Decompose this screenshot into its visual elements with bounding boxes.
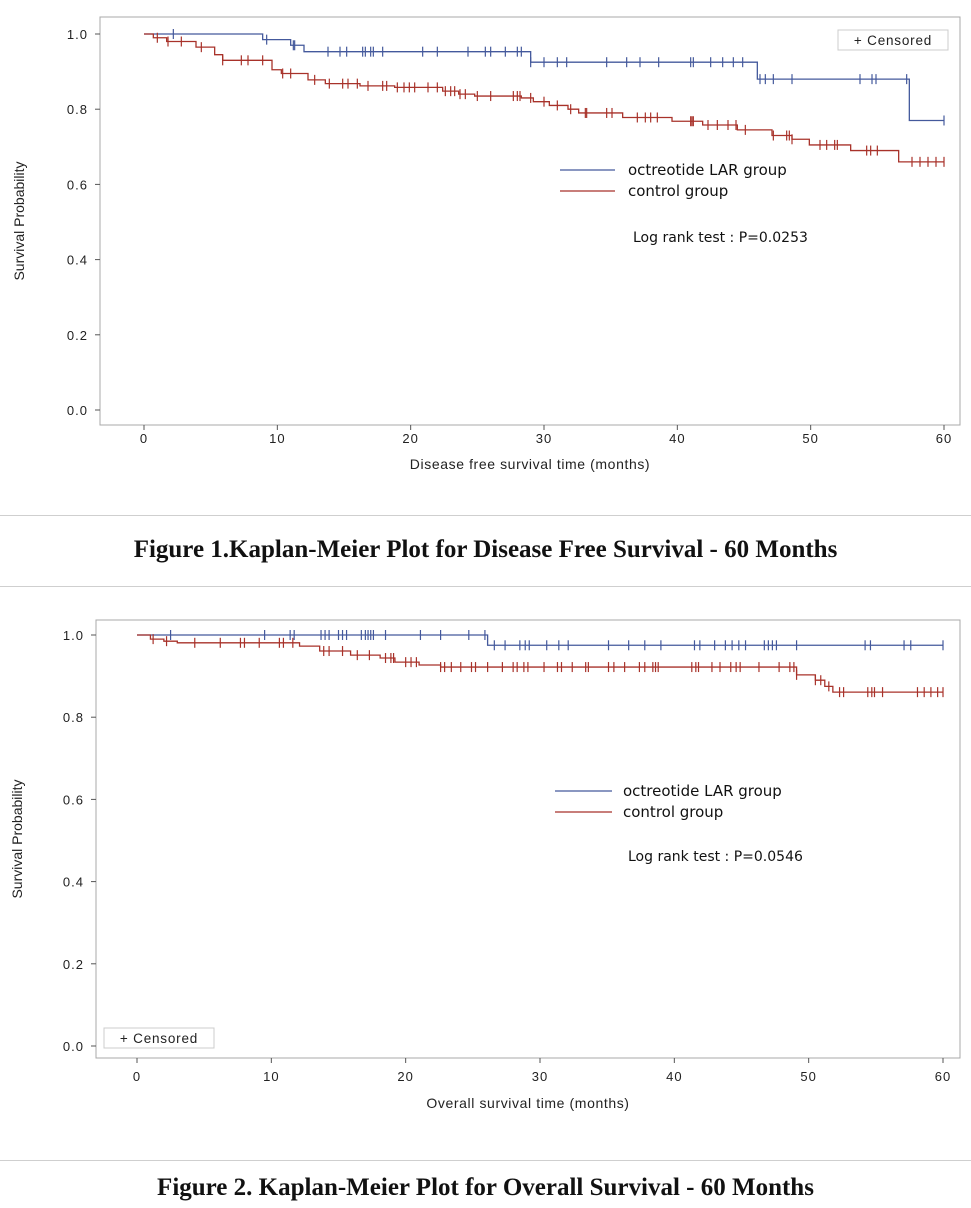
- y-tick-label: 0.8: [67, 102, 88, 117]
- x-tick-label: 30: [532, 1069, 548, 1084]
- censored-legend-box: [837, 29, 949, 51]
- plot-frame: [95, 619, 961, 1059]
- legend-label: control group: [623, 803, 723, 821]
- survival-curve: [137, 634, 943, 693]
- x-tick-label: 40: [669, 431, 685, 446]
- divider: [0, 1160, 971, 1161]
- legend-label: octreotide LAR group: [628, 161, 787, 179]
- y-tick-label: 0.4: [63, 875, 84, 890]
- censored-legend-box: [103, 1027, 215, 1049]
- x-tick-label: 0: [140, 431, 148, 446]
- y-tick-label: 0.2: [67, 328, 88, 343]
- kaplan-meier-plot-2: 0 10 20 30 40 50 60 0.0 0.2 0.4 0.6 0.8 1.0 Overall s…: [9, 619, 961, 1111]
- log-rank-annotation: Log rank test : P=0.0546: [628, 849, 803, 865]
- kaplan-meier-plot-1: 0 10 20 30 40 50 60 0.0 0.2 0.4 0.6 0.8 1.0 Disease f…: [11, 16, 961, 472]
- censored-legend-label: + Censored: [120, 1031, 198, 1046]
- x-tick-label: 20: [397, 1069, 413, 1084]
- x-tick-label: 60: [936, 431, 952, 446]
- log-rank-annotation: Log rank test : P=0.0253: [633, 230, 808, 246]
- y-tick-label: 0.0: [63, 1039, 84, 1054]
- y-tick-label: 0.8: [63, 710, 84, 725]
- survival-curve: [144, 33, 944, 122]
- x-tick-label: 60: [935, 1069, 951, 1084]
- y-axis-label: Survival Probability: [9, 779, 25, 898]
- x-tick-label: 30: [536, 431, 552, 446]
- divider: [0, 586, 971, 587]
- x-axis-label: Disease free survival time (months): [410, 456, 650, 472]
- divider: [0, 515, 971, 516]
- series-octreotide: [137, 630, 944, 651]
- legend-label: octreotide LAR group: [623, 782, 782, 800]
- x-tick-label: 40: [666, 1069, 682, 1084]
- y-tick-label: 0.6: [67, 177, 88, 192]
- series-control: [144, 32, 945, 167]
- y-tick-label: 0.0: [67, 403, 88, 418]
- figure-1-caption: Figure 1.Kaplan-Meier Plot for Disease F…: [133, 536, 838, 563]
- y-tick-label: 0.2: [63, 957, 84, 972]
- x-tick-label: 50: [800, 1069, 816, 1084]
- x-tick-label: 20: [402, 431, 418, 446]
- x-tick-label: 10: [269, 431, 285, 446]
- y-tick-label: 0.4: [67, 253, 88, 268]
- y-tick-label: 1.0: [63, 628, 84, 643]
- figure-2-caption: Figure 2. Kaplan-Meier Plot for Overall …: [157, 1174, 814, 1201]
- y-axis-label: Survival Probability: [11, 161, 27, 280]
- series-octreotide: [144, 29, 945, 126]
- plot-frame: [99, 16, 961, 426]
- y-tick-label: 0.6: [63, 792, 84, 807]
- survival-curve: [137, 634, 943, 646]
- legend-label: control group: [628, 182, 728, 200]
- x-tick-label: 50: [802, 431, 818, 446]
- x-tick-label: 10: [263, 1069, 279, 1084]
- x-tick-label: 0: [133, 1069, 141, 1084]
- series-control: [137, 634, 944, 698]
- censored-legend-label: + Censored: [854, 33, 932, 48]
- x-axis-label: Overall survival time (months): [426, 1095, 629, 1111]
- y-tick-label: 1.0: [67, 27, 88, 42]
